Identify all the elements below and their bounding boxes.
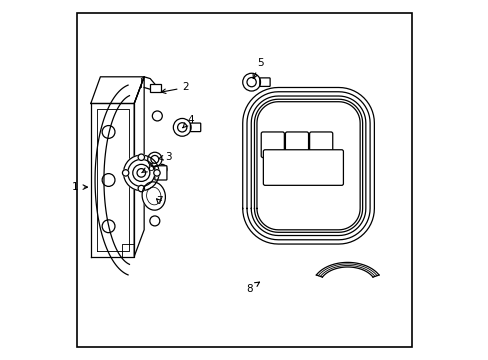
- Circle shape: [149, 216, 160, 226]
- Bar: [150, 84, 161, 92]
- Circle shape: [138, 154, 144, 161]
- FancyBboxPatch shape: [261, 132, 284, 158]
- Circle shape: [133, 165, 149, 181]
- Polygon shape: [242, 87, 374, 244]
- Circle shape: [102, 220, 115, 233]
- Polygon shape: [134, 77, 144, 257]
- Circle shape: [173, 118, 191, 136]
- Circle shape: [102, 126, 115, 138]
- Text: 6: 6: [142, 163, 153, 173]
- Circle shape: [138, 185, 144, 192]
- Text: 8: 8: [246, 282, 259, 293]
- FancyBboxPatch shape: [155, 166, 166, 180]
- Polygon shape: [91, 103, 134, 257]
- Text: 4: 4: [183, 114, 194, 128]
- Circle shape: [242, 73, 260, 91]
- Text: 2: 2: [161, 82, 189, 94]
- Circle shape: [123, 155, 159, 191]
- Polygon shape: [95, 85, 129, 275]
- FancyBboxPatch shape: [309, 132, 332, 158]
- Circle shape: [122, 170, 129, 176]
- Polygon shape: [134, 77, 156, 103]
- FancyBboxPatch shape: [285, 132, 308, 158]
- Circle shape: [152, 111, 162, 121]
- Text: 3: 3: [158, 152, 171, 162]
- FancyBboxPatch shape: [190, 123, 200, 132]
- Text: 5: 5: [253, 58, 264, 78]
- FancyBboxPatch shape: [263, 150, 343, 185]
- Circle shape: [102, 174, 115, 186]
- Circle shape: [147, 152, 162, 166]
- Circle shape: [127, 159, 155, 186]
- Polygon shape: [316, 262, 378, 277]
- Circle shape: [137, 168, 145, 177]
- Text: 7: 7: [156, 196, 162, 206]
- FancyBboxPatch shape: [259, 78, 269, 86]
- Polygon shape: [91, 77, 144, 103]
- Circle shape: [157, 165, 166, 174]
- Text: 1: 1: [72, 182, 87, 192]
- Ellipse shape: [142, 182, 165, 210]
- Circle shape: [153, 170, 160, 176]
